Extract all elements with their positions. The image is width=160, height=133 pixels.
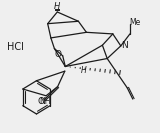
Text: HCl: HCl	[7, 42, 24, 52]
Text: O: O	[37, 97, 44, 106]
Text: H: H	[54, 2, 60, 11]
Text: NH: NH	[40, 97, 51, 106]
Text: Me: Me	[129, 18, 140, 27]
Text: N: N	[121, 41, 128, 50]
Text: O: O	[54, 50, 61, 59]
Text: H: H	[80, 66, 86, 75]
